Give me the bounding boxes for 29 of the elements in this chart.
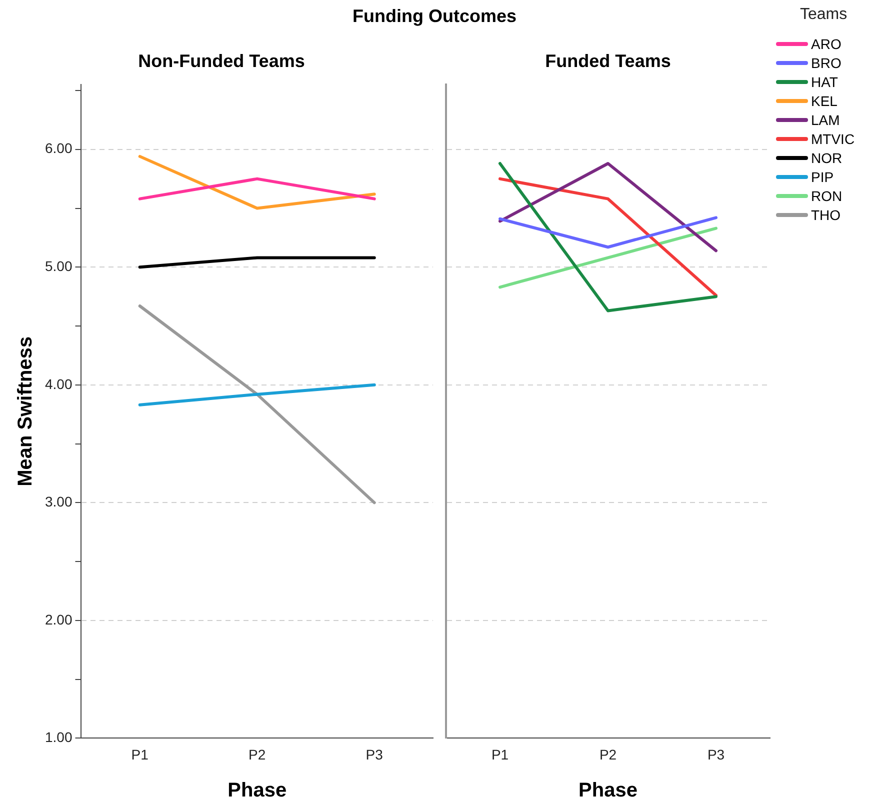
y-tick-label: 5.00 [45,258,72,274]
x-tick-label: P1 [131,746,149,762]
chart-title: Funding Outcomes [352,6,516,26]
x-axis-title: Phase [228,780,287,802]
legend-label: NOR [811,150,842,166]
x-axis-title: Phase [578,780,638,802]
legend-label: LAM [811,112,840,128]
y-axis-title: Mean Swiftness [14,336,37,486]
chart-subtitle: Funded Teams [545,50,671,71]
y-tick-label: 6.00 [45,140,72,156]
x-tick-label: P3 [366,746,384,762]
legend-label: HAT [811,74,838,90]
legend-label: PIP [811,168,834,184]
chart-subtitle: Non-Funded Teams [138,50,305,71]
legend-label: ARO [811,36,842,52]
x-tick-label: P3 [707,746,725,762]
x-tick-label: P2 [248,746,266,762]
legend-label: KEL [811,92,838,108]
legend-label: THO [811,206,841,222]
x-tick-label: P2 [599,746,617,762]
legend-label: BRO [811,54,842,70]
y-tick-label: 1.00 [45,729,72,746]
legend-label: RON [811,188,842,204]
legend-label: MTVIC [811,130,855,146]
y-tick-label: 3.00 [45,494,72,510]
y-tick-label: 2.00 [45,611,72,628]
y-tick-label: 4.00 [45,376,72,392]
legend-title: Teams [800,6,848,24]
x-tick-label: P1 [491,746,509,762]
